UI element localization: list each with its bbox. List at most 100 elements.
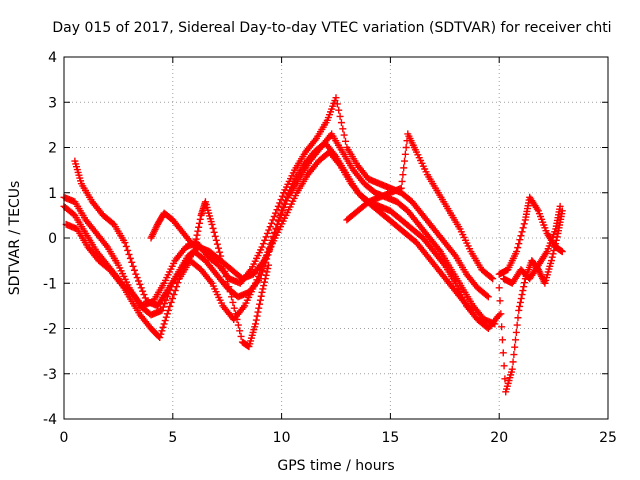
data-point xyxy=(254,308,262,316)
data-point xyxy=(256,300,264,308)
data-point xyxy=(261,236,269,244)
data-point xyxy=(163,310,171,318)
x-tick-label: 25 xyxy=(599,430,617,446)
x-tick-label: 20 xyxy=(490,430,508,446)
data-point xyxy=(237,332,245,340)
data-point xyxy=(272,209,280,217)
data-point xyxy=(251,320,259,328)
data-point xyxy=(520,283,528,291)
x-tick-label: 5 xyxy=(168,430,177,446)
data-point xyxy=(191,243,199,251)
data-point xyxy=(261,275,269,283)
data-point xyxy=(333,100,341,108)
data-point xyxy=(221,267,229,275)
data-point xyxy=(512,336,520,344)
data-point xyxy=(158,306,166,314)
data-point xyxy=(262,233,270,241)
data-point xyxy=(402,144,410,151)
data-point xyxy=(166,302,174,310)
data-point xyxy=(125,250,133,258)
data-point xyxy=(169,295,177,303)
data-point xyxy=(268,219,276,227)
data-point xyxy=(499,349,507,357)
data-point xyxy=(260,282,268,290)
data-point xyxy=(140,291,148,299)
data-point xyxy=(171,287,179,295)
data-point xyxy=(225,283,233,291)
data-point xyxy=(233,315,241,323)
data-point xyxy=(497,310,505,318)
data-point xyxy=(337,119,345,127)
data-point xyxy=(508,365,516,373)
data-point xyxy=(272,224,280,232)
y-tick-label: 4 xyxy=(48,50,57,66)
data-point xyxy=(487,274,495,282)
data-point xyxy=(159,303,167,311)
data-point xyxy=(274,202,282,210)
data-point xyxy=(401,150,409,158)
data-point xyxy=(339,125,347,133)
grid-lines xyxy=(64,57,608,419)
data-point xyxy=(547,257,555,265)
y-tick-label: -4 xyxy=(43,412,57,428)
x-tick-label: 0 xyxy=(60,430,69,446)
x-tick-label: 10 xyxy=(273,430,291,446)
data-point xyxy=(514,244,522,252)
data-point xyxy=(511,343,519,351)
data-point xyxy=(520,279,528,287)
data-point xyxy=(136,280,144,288)
data-point xyxy=(332,94,340,102)
data-point xyxy=(122,242,130,250)
data-point xyxy=(159,323,167,331)
data-point xyxy=(223,278,231,286)
series-track-7 xyxy=(495,207,566,396)
data-point xyxy=(141,294,149,302)
data-point xyxy=(517,295,525,303)
data-point xyxy=(217,252,225,260)
data-point xyxy=(509,358,517,366)
data-point xyxy=(156,334,164,342)
data-point xyxy=(129,262,137,270)
data-point xyxy=(253,276,261,284)
data-point xyxy=(167,298,175,306)
data-point xyxy=(212,236,220,244)
data-point xyxy=(281,200,289,208)
data-point xyxy=(234,321,242,329)
series-track-5 xyxy=(147,198,273,351)
data-point xyxy=(164,306,172,314)
chart-title: Day 015 of 2017, Sidereal Day-to-day VTE… xyxy=(52,20,611,36)
data-point xyxy=(467,306,475,314)
data-point xyxy=(230,304,238,312)
data-point xyxy=(157,330,165,338)
data-point xyxy=(254,272,262,280)
data-point xyxy=(500,362,508,370)
data-point xyxy=(232,310,240,318)
data-point xyxy=(556,202,564,210)
data-point xyxy=(229,298,237,306)
data-point xyxy=(236,327,244,335)
data-point xyxy=(283,197,291,205)
data-point xyxy=(269,216,277,224)
data-point xyxy=(519,224,527,232)
data-point xyxy=(491,320,499,328)
y-tick-label: 0 xyxy=(48,231,57,247)
data-point xyxy=(263,268,271,276)
data-point xyxy=(162,313,170,321)
data-point xyxy=(226,288,234,296)
data-point xyxy=(195,219,203,227)
y-tick-label: 3 xyxy=(48,95,57,111)
data-point xyxy=(516,236,524,244)
data-point xyxy=(277,196,285,204)
data-point xyxy=(218,257,226,265)
data-point xyxy=(195,223,203,231)
data-point xyxy=(264,265,272,273)
data-point xyxy=(132,270,140,278)
data-point xyxy=(279,207,287,215)
data-point xyxy=(514,314,522,322)
data-point xyxy=(512,328,520,336)
data-point xyxy=(518,228,526,236)
y-tick-label: -2 xyxy=(43,322,57,338)
data-point xyxy=(549,250,557,258)
data-point xyxy=(137,284,145,292)
